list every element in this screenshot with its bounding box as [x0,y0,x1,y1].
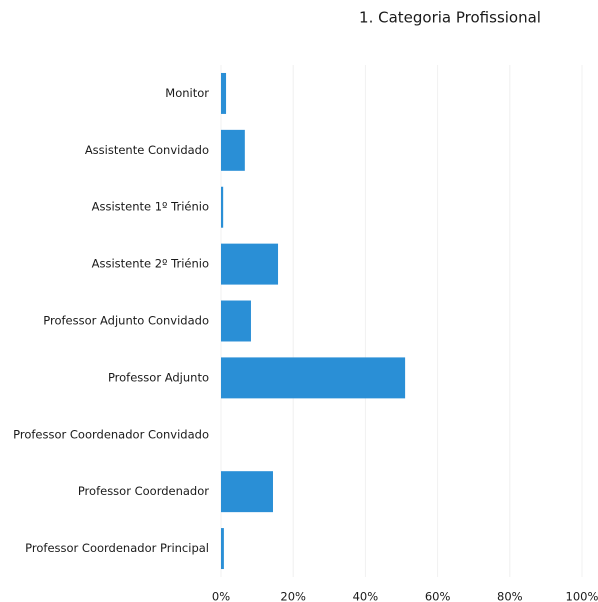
bar [221,471,273,513]
x-tick-label: 80% [497,590,523,602]
bar [221,129,245,171]
y-tick-label: Assistente Convidado [85,143,209,157]
y-tick-label: Professor Adjunto Convidado [43,314,209,328]
y-tick-label: Assistente 1º Triénio [92,200,209,214]
bar [221,357,406,399]
y-tick-label: Professor Adjunto [108,370,209,384]
bar [221,300,251,342]
bar [221,186,224,228]
bar [221,72,227,114]
x-tick-label: 60% [425,590,451,602]
bar [221,528,224,570]
bar [221,243,279,285]
y-tick-label: Monitor [165,86,209,100]
y-tick-label: Professor Coordenador Convidado [13,427,209,441]
x-tick-label: 100% [566,590,598,602]
y-tick-label: Assistente 2º Triénio [92,257,209,271]
y-tick-label: Professor Coordenador [78,484,209,498]
x-tick-label: 0% [212,590,230,602]
chart-title: 1. Categoria Profissional [359,9,541,27]
x-tick-label: 40% [353,590,379,602]
y-tick-label: Professor Coordenador Principal [25,541,209,555]
x-tick-label: 20% [280,590,306,602]
